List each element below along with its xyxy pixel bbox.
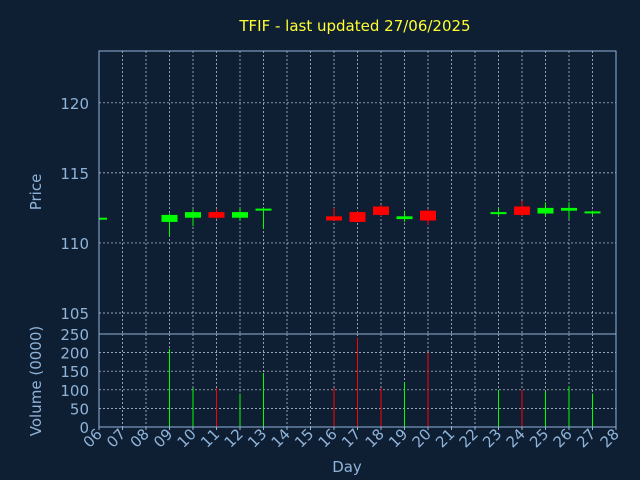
candle-body bbox=[584, 211, 601, 214]
x-tick-label: 19 bbox=[385, 425, 411, 451]
candle-body bbox=[255, 208, 272, 211]
x-tick-label: 17 bbox=[338, 425, 364, 451]
x-tick-label: 20 bbox=[409, 425, 435, 451]
candle-body bbox=[420, 210, 436, 221]
candle-body bbox=[232, 212, 248, 218]
volume-tick-label: 150 bbox=[60, 363, 89, 381]
candle-body bbox=[561, 207, 577, 211]
price-tick-label: 110 bbox=[60, 235, 89, 253]
candle-body bbox=[349, 212, 366, 222]
price-tick-label: 115 bbox=[60, 165, 89, 183]
candle-body bbox=[490, 212, 507, 215]
candle-body bbox=[208, 212, 225, 218]
price-tick-label: 105 bbox=[60, 305, 89, 323]
x-tick-label: 08 bbox=[127, 425, 153, 451]
candle-body bbox=[326, 216, 342, 221]
volume-tick-label: 250 bbox=[60, 326, 89, 344]
volume-tick-label: 50 bbox=[70, 400, 89, 418]
x-tick-label: 12 bbox=[221, 425, 247, 451]
x-tick-label: 28 bbox=[597, 425, 623, 451]
x-tick-label: 10 bbox=[174, 425, 200, 451]
x-tick-label: 07 bbox=[103, 425, 129, 451]
x-tick-label: 18 bbox=[362, 425, 388, 451]
candle-body bbox=[514, 206, 530, 215]
x-tick-label: 09 bbox=[150, 425, 176, 451]
candle-body bbox=[161, 214, 178, 222]
x-tick-label: 24 bbox=[503, 425, 529, 451]
volume-tick-label: 100 bbox=[60, 382, 89, 400]
candle-body bbox=[185, 212, 201, 218]
x-tick-label: 23 bbox=[479, 425, 505, 451]
x-tick-label: 13 bbox=[244, 425, 270, 451]
x-axis: 0607080910111213141516171819202122232425… bbox=[80, 425, 623, 451]
volume-axis-label: Volume (0000) bbox=[27, 326, 45, 436]
x-tick-label: 16 bbox=[315, 425, 341, 451]
volume-tick-label: 0 bbox=[79, 419, 89, 437]
x-tick-label: 11 bbox=[197, 425, 223, 451]
x-tick-label: 22 bbox=[456, 425, 482, 451]
x-tick-label: 21 bbox=[432, 425, 458, 451]
chart-title: TFIF - last updated 27/06/2025 bbox=[238, 17, 470, 35]
price-panel: 105 110 115 120 bbox=[60, 50, 617, 335]
x-tick-label: 14 bbox=[268, 425, 294, 451]
x-tick-label: 26 bbox=[550, 425, 576, 451]
price-axis-label: Price bbox=[27, 174, 45, 211]
x-axis-label: Day bbox=[332, 458, 362, 476]
price-tick-label: 120 bbox=[60, 95, 89, 113]
candle-body bbox=[537, 207, 554, 214]
x-tick-label: 25 bbox=[526, 425, 552, 451]
volume-tick-label: 200 bbox=[60, 345, 89, 363]
x-tick-label: 15 bbox=[291, 425, 317, 451]
candle-body bbox=[99, 217, 107, 220]
candle-body bbox=[373, 206, 389, 215]
candle-body bbox=[396, 216, 413, 220]
x-tick-label: 27 bbox=[573, 425, 599, 451]
